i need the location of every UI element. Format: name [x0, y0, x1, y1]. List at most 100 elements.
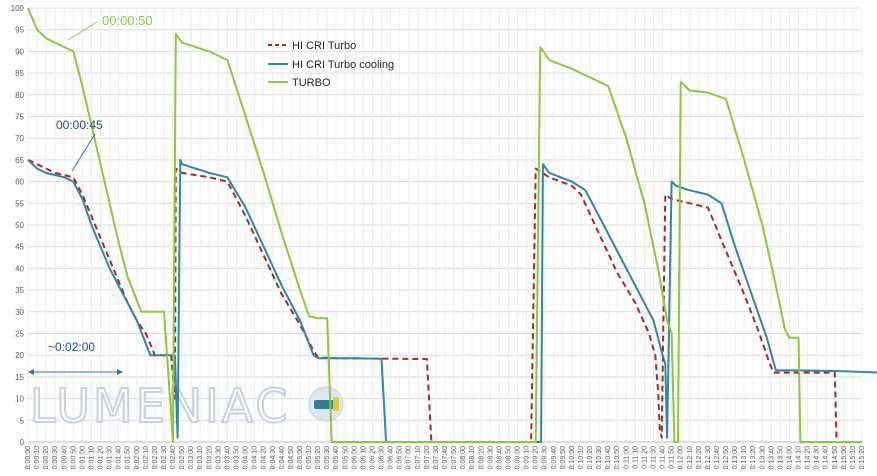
x-tick-label: 0:14:40: [823, 446, 830, 469]
x-tick-label: 0:14:00: [786, 446, 793, 469]
x-tick-label: 0:09:00: [515, 446, 522, 469]
x-tick-label: 0:11:50: [669, 446, 676, 469]
x-tick-label: 0:09:30: [542, 446, 549, 469]
series-line-hi-cri-turbo: [27, 158, 862, 443]
x-tick-label: 0:11:10: [632, 446, 639, 469]
x-tick-label: 0:02:00: [134, 446, 141, 469]
x-tick-label: 0:02:50: [179, 446, 186, 469]
x-tick-label: 0:00:20: [43, 446, 50, 469]
x-tick-label: 0:12:40: [714, 446, 721, 469]
x-tick-label: 0:00:50: [70, 446, 77, 469]
x-tick-label: 0:01:20: [98, 446, 105, 469]
legend-label-hi-cri-turbo: HI CRI Turbo: [292, 40, 356, 52]
y-tick-label: 45: [15, 243, 24, 252]
x-tick-label: 0:06:00: [351, 446, 358, 469]
x-tick-label: 0:09:40: [551, 446, 558, 469]
x-tick-label: 0:11:00: [623, 446, 630, 469]
x-tick-label: 0:03:20: [206, 446, 213, 469]
x-tick-label: 0:08:20: [478, 446, 485, 469]
x-tick-label: 0:14:30: [814, 446, 821, 469]
y-tick-label: 30: [15, 308, 24, 317]
x-tick-label: 0:03:10: [197, 446, 204, 469]
x-tick-label: 0:10:00: [569, 446, 576, 469]
x-tick-label: 0:06:40: [388, 446, 395, 469]
x-tick-label: 0:02:10: [143, 446, 150, 469]
x-tick-label: 0:02:20: [152, 446, 159, 469]
x-tick-label: 0:13:40: [768, 446, 775, 469]
x-tick-label: 0:00:30: [52, 446, 59, 469]
x-tick-label: 0:15:10: [850, 446, 857, 469]
y-tick-label: 25: [15, 330, 24, 339]
x-tick-label: 0:14:50: [832, 446, 839, 469]
y-tick-label: 60: [15, 178, 24, 187]
x-tick-label: 0:13:00: [732, 446, 739, 469]
x-tick-label: 0:03:30: [215, 446, 222, 469]
annotation-00-00-50: 00:00:50: [102, 13, 153, 28]
legend-label-hi-cri-turbo-cooling: HI CRI Turbo cooling: [292, 59, 394, 71]
y-tick-label: 75: [15, 113, 24, 122]
x-tick-label: 0:07:10: [415, 446, 422, 469]
x-tick-label: 0:12:50: [723, 446, 730, 469]
x-tick-label: 0:07:00: [406, 446, 413, 469]
x-tick-label: 0:08:10: [469, 446, 476, 469]
x-tick-label: 0:07:50: [451, 446, 458, 469]
legend: HI CRI Turbo HI CRI Turbo cooling TURBO: [268, 40, 394, 89]
legend-label-turbo: TURBO: [292, 77, 331, 89]
gridlines: [27, 7, 863, 443]
annotation-00-00-45: 00:00:45: [56, 118, 103, 132]
x-tick-label: 0:06:20: [369, 446, 376, 469]
x-tick-label: 0:02:30: [161, 446, 168, 469]
annotation-arrow-green: [67, 21, 98, 41]
x-tick-label: 0:10:50: [614, 446, 621, 469]
x-tick-label: 0:00:10: [34, 446, 41, 469]
x-tick-label: 0:04:00: [243, 446, 250, 469]
x-tick-label: 0:06:30: [379, 446, 386, 469]
x-tick-label: 0:01:50: [125, 446, 132, 469]
y-tick-label: 40: [15, 264, 24, 273]
x-tick-label: 0:11:30: [651, 446, 658, 469]
x-tick-label: 0:14:20: [805, 446, 812, 469]
x-tick-label: 0:05:20: [315, 446, 322, 469]
x-tick-label: 0:05:50: [342, 446, 349, 469]
x-tick-label: 0:15:20: [859, 446, 866, 469]
series-lines: [27, 7, 877, 443]
y-axis-tick-labels: 0 5 10 15 20 25 30 35 40 45 50 55 60 65 70 75 80 85 90 95 10…: [11, 4, 25, 447]
y-tick-label: 95: [15, 26, 24, 35]
x-tick-label: 0:07:20: [424, 446, 431, 469]
x-tick-label: 0:04:40: [279, 446, 286, 469]
x-tick-label: 0:08:00: [460, 446, 467, 469]
y-tick-label: 5: [20, 416, 25, 425]
x-tick-label: 0:12:00: [678, 446, 685, 469]
x-tick-label: 0:09:20: [533, 446, 540, 469]
flashlight-logo-icon: [308, 386, 344, 422]
x-tick-label: 0:10:10: [578, 446, 585, 469]
y-tick-label: 85: [15, 69, 24, 78]
x-tick-label: 0:03:00: [188, 446, 195, 469]
lumeniac-watermark: LUMENIAC: [29, 378, 344, 434]
x-tick-label: 0:10:20: [587, 446, 594, 469]
y-tick-label: 10: [15, 395, 24, 404]
y-tick-label: 0: [20, 438, 25, 447]
y-tick-label: 50: [15, 221, 24, 230]
x-tick-label: 0:13:50: [777, 446, 784, 469]
x-tick-label: 0:04:10: [252, 446, 259, 469]
y-tick-label: 15: [15, 373, 24, 382]
x-tick-label: 0:12:30: [705, 446, 712, 469]
watermark-text: LUMENIAC: [30, 379, 291, 433]
y-tick-label: 35: [15, 286, 24, 295]
x-tick-label: 0:11:40: [660, 446, 667, 469]
x-axis-tick-labels: 0:00:00 0:00:10 0:00:20 0:00:30 0:00:40 0:00:…: [25, 446, 866, 469]
x-tick-label: 0:13:30: [759, 446, 766, 469]
y-tick-label: 65: [15, 156, 24, 165]
x-tick-label: 0:01:40: [116, 446, 123, 469]
x-tick-label: 0:07:30: [433, 446, 440, 469]
series-line-hi-cri-turbo-cooling: [27, 158, 877, 443]
x-tick-label: 0:01:00: [79, 446, 86, 469]
x-tick-label: 0:08:40: [496, 446, 503, 469]
x-tick-label: 0:08:50: [505, 446, 512, 469]
annotations: 00:00:50 00:00:45 ~0:02:00: [28, 13, 153, 375]
y-tick-label: 80: [15, 91, 24, 100]
x-tick-label: 0:10:40: [605, 446, 612, 469]
x-tick-label: 0:09:50: [560, 446, 567, 469]
